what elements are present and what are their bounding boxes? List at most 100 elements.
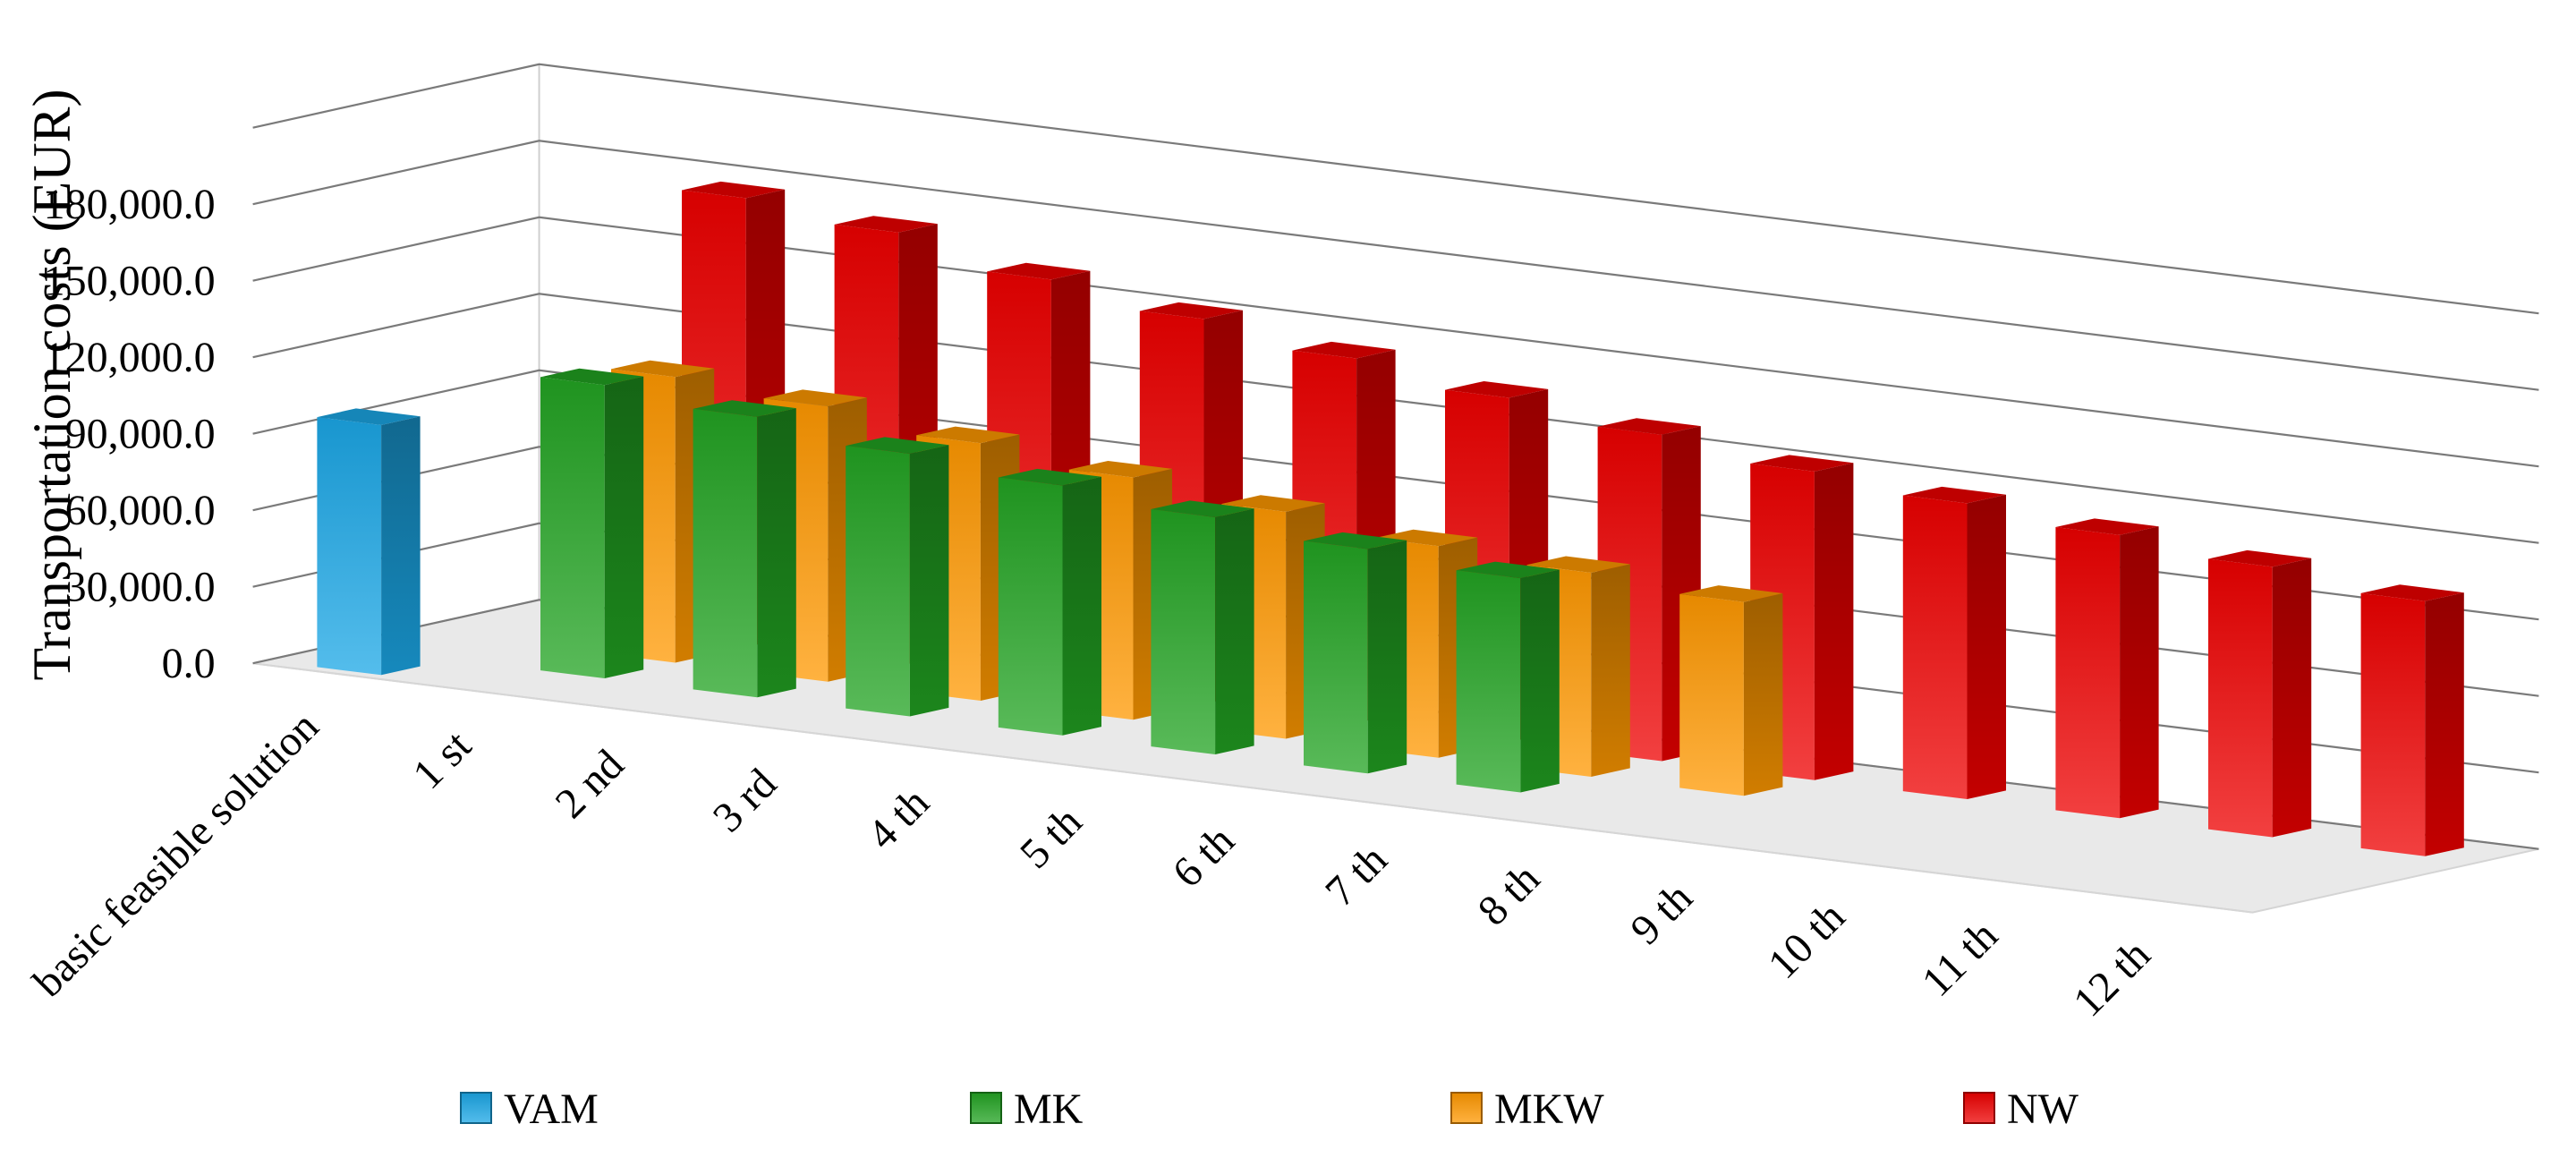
legend-item-nw: NW — [1963, 1086, 2079, 1133]
category-label: 11 th — [1913, 912, 2007, 1006]
bar-top-face — [2055, 518, 2159, 535]
legend-item-vam: VAM — [460, 1086, 599, 1133]
bar-mk-5 — [1151, 500, 1254, 754]
bar-top-face — [846, 437, 949, 454]
bar-nw-11 — [2208, 549, 2312, 838]
category-label: 2 nd — [547, 741, 633, 828]
bar-nw-12 — [2360, 584, 2464, 856]
bar-vam-0 — [317, 408, 421, 676]
legend-label: VAM — [504, 1086, 599, 1133]
bar-top-face — [317, 408, 421, 425]
bar-side-face — [757, 408, 796, 698]
bar-top-face — [1456, 561, 1560, 579]
legend-swatch — [1963, 1092, 1995, 1124]
bar-front-face — [317, 417, 382, 676]
legend: VAM MK MKW NW — [460, 1086, 2079, 1133]
legend-label: MK — [1014, 1086, 1084, 1133]
bar-mk-2 — [693, 400, 796, 698]
bar-side-face — [1367, 540, 1407, 774]
bar-top-face — [693, 400, 796, 417]
bar-side-face — [1215, 508, 1254, 754]
bar-top-face — [1679, 585, 1783, 602]
bar-top-face — [1221, 495, 1325, 512]
y-tick-labels: 0.0 30,000.0 60,000.0 90,000.0 120,000.0 150,… — [44, 181, 216, 687]
bar-side-face — [1591, 564, 1630, 777]
bar-top-face — [1068, 461, 1172, 478]
category-label: 4 th — [858, 779, 938, 858]
category-label: basic feasible solution — [24, 702, 327, 1006]
legend-label: NW — [2007, 1086, 2079, 1133]
bar-nw-9 — [1902, 486, 2006, 799]
bar-top-face — [1597, 418, 1701, 435]
legend-swatch — [970, 1092, 1002, 1124]
bar-side-face — [2120, 526, 2159, 819]
category-label: 6 th — [1163, 817, 1243, 897]
bar-mk-7 — [1456, 561, 1560, 793]
bar-top-face — [1151, 500, 1254, 517]
category-label: 10 th — [1759, 893, 1854, 988]
legend-item-mk: MK — [970, 1086, 1084, 1133]
bar-side-face — [1967, 494, 2006, 799]
bar-mk-1 — [540, 368, 644, 678]
bar-top-face — [1304, 532, 1407, 549]
bar-top-face — [987, 262, 1091, 280]
category-label: 5 th — [1011, 797, 1091, 877]
category-label: 3 rd — [704, 760, 786, 841]
bar-side-face — [1062, 476, 1101, 736]
category-label: 12 th — [2064, 931, 2159, 1026]
bar-top-face — [1902, 486, 2006, 504]
bar-top-face — [1750, 455, 1854, 472]
bar-top-face — [611, 360, 715, 378]
bar-nw-10 — [2055, 518, 2159, 819]
bar-front-face — [1679, 593, 1744, 796]
bar-side-face — [1814, 463, 1854, 780]
bar-top-face — [682, 181, 786, 199]
y-tick-label: 150,000.0 — [44, 258, 216, 305]
gridline — [252, 63, 2539, 315]
y-axis-title: Transportation costs (EUR) — [22, 89, 81, 680]
bar-side-face — [1520, 569, 1560, 793]
legend-label: MKW — [1494, 1086, 1604, 1133]
bar-front-face — [2360, 592, 2426, 856]
bar-front-face — [1456, 570, 1521, 793]
bar-mkw-8 — [1679, 585, 1783, 796]
bar-top-face — [1526, 556, 1630, 573]
bars — [317, 181, 2464, 856]
bar-top-face — [1374, 529, 1478, 547]
legend-swatch — [460, 1092, 492, 1124]
bar-top-face — [998, 468, 1101, 486]
bar-front-face — [1151, 509, 1216, 754]
y-tick-label: 0.0 — [162, 640, 216, 687]
bar-top-face — [2360, 584, 2464, 601]
bar-top-face — [916, 426, 1020, 444]
category-label: 9 th — [1621, 873, 1701, 953]
bar-side-face — [2425, 592, 2464, 856]
bar-side-face — [909, 445, 949, 717]
bar-top-face — [834, 216, 938, 233]
bar-top-face — [2208, 549, 2312, 567]
bar-mk-3 — [846, 437, 949, 717]
gridline — [252, 216, 2539, 468]
bar-top-face — [1139, 302, 1243, 319]
bar-top-face — [540, 368, 644, 386]
category-label: 8 th — [1469, 855, 1549, 934]
legend-swatch — [1450, 1092, 1483, 1124]
bar-side-face — [1743, 593, 1783, 796]
bar-top-face — [763, 389, 867, 406]
category-label: 1 st — [404, 721, 480, 798]
bar-front-face — [1304, 541, 1368, 774]
legend-item-mkw: MKW — [1450, 1086, 1604, 1133]
bar-mk-6 — [1304, 532, 1407, 774]
category-label: 7 th — [1316, 836, 1396, 915]
y-tick-label: 30,000.0 — [65, 564, 216, 611]
bar-side-face — [2272, 558, 2312, 838]
bar-front-face — [2208, 558, 2273, 838]
y-tick-label: 180,000.0 — [44, 181, 216, 228]
bar-front-face — [540, 377, 605, 678]
y-tick-label: 60,000.0 — [65, 487, 216, 534]
bar-top-face — [1445, 381, 1549, 398]
bar-front-face — [846, 446, 910, 717]
bar-side-face — [604, 376, 644, 678]
gridline — [252, 140, 2539, 391]
